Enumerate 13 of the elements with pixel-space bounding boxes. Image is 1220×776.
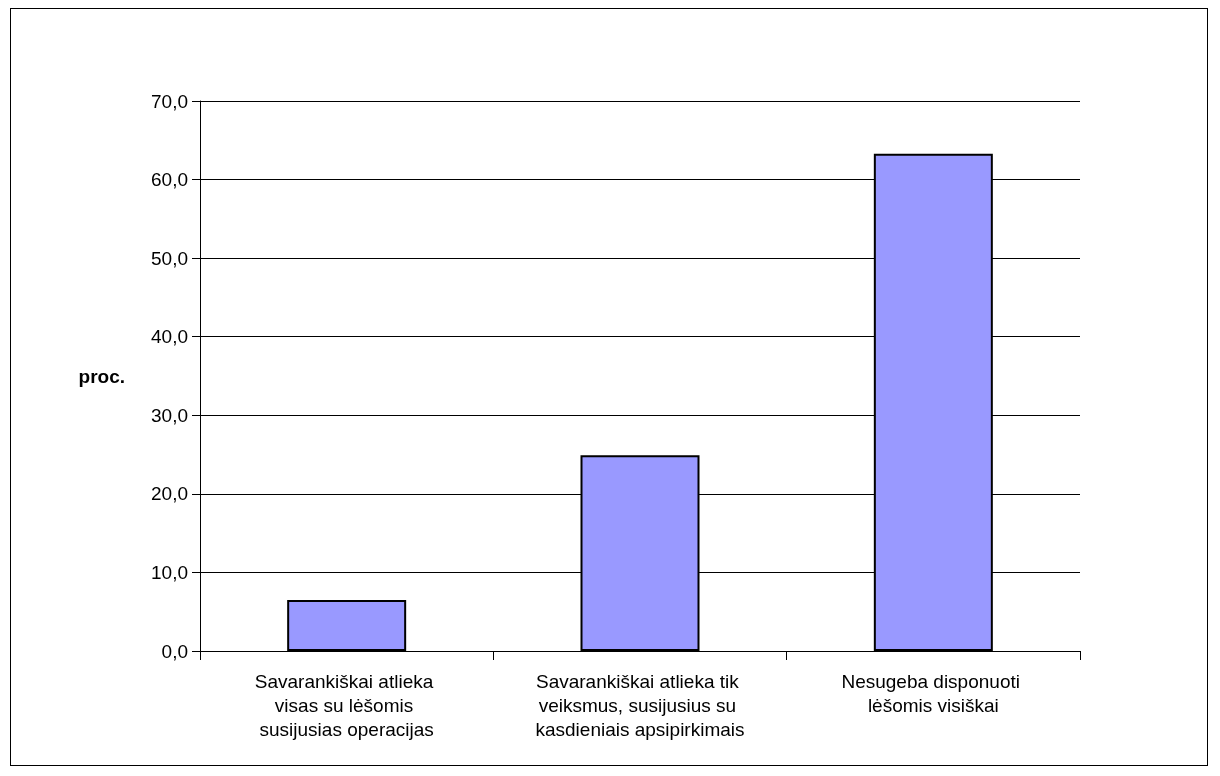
y-tick-label: 20,0 bbox=[151, 483, 188, 505]
y-tick-label: 70,0 bbox=[151, 90, 188, 112]
y-tick-label: 0,0 bbox=[161, 640, 188, 662]
y-tick-label: 40,0 bbox=[151, 326, 188, 348]
y-tick-label: 60,0 bbox=[151, 169, 188, 191]
y-tick-label: 10,0 bbox=[151, 561, 188, 583]
bar bbox=[287, 599, 407, 651]
x-tick-label: Savarankiškai atlieka visas su lėšomis susijusias operacijas bbox=[254, 670, 439, 740]
y-tick-label: 30,0 bbox=[151, 404, 188, 426]
x-tick-label: Nesugeba disponuoti lėšomis visiškai bbox=[841, 670, 1026, 716]
y-axis-title: proc. bbox=[78, 365, 125, 387]
y-tick-label: 50,0 bbox=[151, 247, 188, 269]
x-tick-label: Savarankiškai atlieka tik veiksmus, susijusius su kasdieniais apsipirkimais bbox=[535, 670, 745, 740]
